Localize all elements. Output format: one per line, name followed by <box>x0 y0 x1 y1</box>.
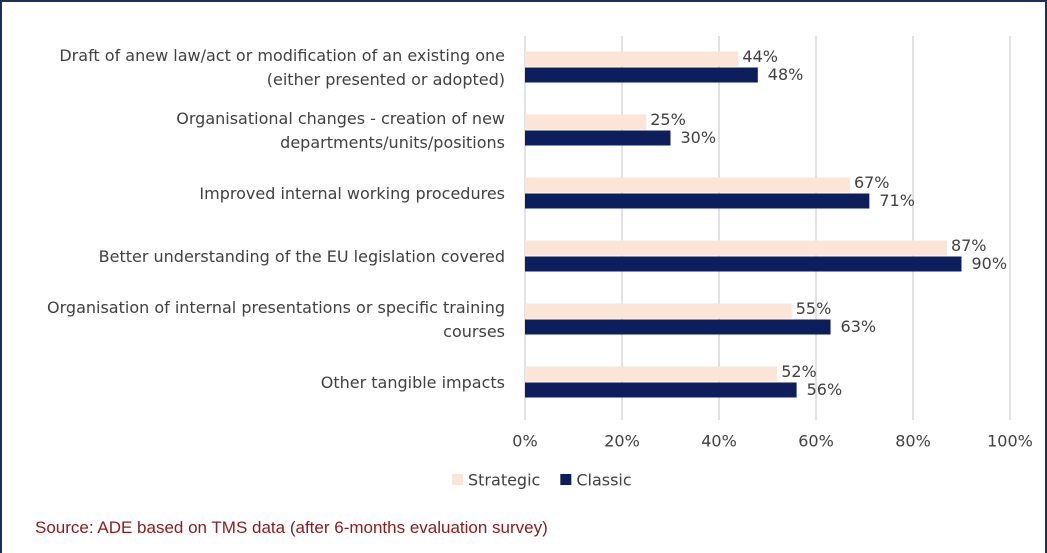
source-note: Source: ADE based on TMS data (after 6-m… <box>35 518 548 537</box>
bar <box>525 382 797 398</box>
value-label: 67% <box>854 173 890 192</box>
category-label: Better understanding of the EU legislati… <box>98 246 505 266</box>
x-tick-label: 100% <box>987 432 1033 451</box>
bar <box>525 130 671 146</box>
category-label: Other tangible impacts <box>320 372 505 392</box>
x-tick-label: 0% <box>512 432 537 451</box>
value-label: 30% <box>681 128 717 147</box>
value-label: 48% <box>768 65 804 84</box>
bar <box>525 319 831 335</box>
bar <box>525 303 792 319</box>
value-label: 55% <box>796 299 832 318</box>
x-tick-label: 60% <box>798 432 834 451</box>
legend-label: Classic <box>576 471 631 490</box>
x-tick-label: 40% <box>701 432 737 451</box>
category-label: Organisational changes - creation of new… <box>176 108 505 152</box>
value-label: 71% <box>879 191 915 210</box>
value-label: 52% <box>781 362 817 381</box>
bar <box>525 193 870 209</box>
value-label: 90% <box>972 254 1008 273</box>
bar <box>525 240 947 256</box>
value-label: 25% <box>650 110 686 129</box>
bar <box>525 114 647 130</box>
bar <box>525 177 850 193</box>
bar <box>525 256 962 272</box>
category-label: Improved internal working procedures <box>199 183 505 203</box>
value-label: 56% <box>807 380 843 399</box>
value-label: 63% <box>841 317 877 336</box>
value-label: 87% <box>951 236 987 255</box>
category-label: Draft of anew law/act or modification of… <box>59 45 505 89</box>
bar <box>525 51 739 67</box>
bar <box>525 67 758 83</box>
value-label: 44% <box>742 47 778 66</box>
legend-swatch <box>560 474 572 485</box>
legend-label: Strategic <box>468 471 540 490</box>
legend-swatch <box>452 474 463 485</box>
bar <box>525 366 778 382</box>
category-label: Organisation of internal presentations o… <box>47 297 505 341</box>
x-tick-label: 80% <box>895 432 931 451</box>
x-tick-label: 20% <box>604 432 640 451</box>
